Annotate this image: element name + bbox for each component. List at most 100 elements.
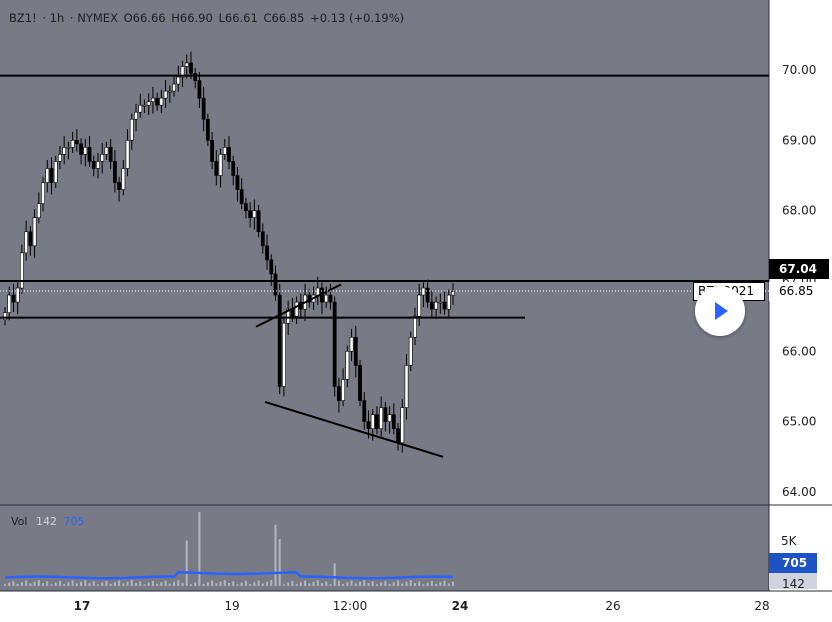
volume-bar — [80, 581, 83, 586]
candle — [189, 51, 193, 80]
candle — [41, 176, 45, 212]
candle-body — [252, 210, 257, 219]
interval-label[interactable]: 1h — [49, 11, 65, 25]
ohlc-high: H66.90 — [171, 11, 213, 25]
candle — [349, 328, 354, 362]
candle — [222, 138, 227, 161]
candle-body — [214, 161, 219, 176]
candle-body — [49, 168, 54, 183]
candle — [227, 136, 231, 170]
time-axis-background[interactable] — [0, 591, 832, 622]
candle — [404, 354, 409, 420]
candle — [442, 290, 447, 315]
candle-body — [193, 73, 198, 81]
candle — [193, 67, 198, 89]
volume-bar — [33, 581, 36, 586]
volume-bar — [75, 583, 78, 586]
candle — [341, 368, 346, 407]
candle — [210, 131, 214, 170]
candle — [151, 86, 155, 114]
volume-last-tag: 142 — [769, 573, 817, 589]
candle-body — [172, 83, 176, 92]
candle — [36, 192, 41, 224]
volume-bar — [359, 581, 362, 586]
candle — [336, 378, 341, 413]
candle — [3, 307, 7, 326]
candle-body — [96, 161, 100, 169]
candle — [256, 205, 261, 238]
candle-body — [265, 245, 269, 261]
candle — [32, 209, 37, 258]
volume-bar — [413, 583, 416, 586]
candle — [218, 148, 223, 188]
candle-body — [256, 210, 261, 233]
volume-bar — [130, 580, 133, 586]
candle — [239, 178, 244, 210]
candle-body — [41, 182, 45, 204]
candle — [282, 317, 286, 397]
volume-bar — [63, 583, 66, 586]
candle — [100, 143, 105, 174]
candle — [167, 85, 172, 104]
candle — [108, 138, 113, 170]
candle — [129, 113, 134, 151]
candle — [434, 296, 438, 319]
last-price-tag: 66.85 — [769, 282, 829, 301]
candle-body — [53, 161, 58, 183]
replay-play-button[interactable] — [695, 286, 745, 336]
volume-bar — [58, 580, 61, 586]
candle — [425, 279, 430, 308]
candle-body — [273, 273, 278, 296]
candle-body — [180, 66, 185, 78]
candle-body — [328, 294, 333, 303]
candle — [375, 406, 379, 435]
candle — [184, 54, 189, 79]
volume-bar — [342, 583, 345, 586]
candle — [408, 331, 413, 372]
volume-bar — [367, 583, 370, 586]
volume-bar — [50, 584, 53, 586]
candle-body — [400, 407, 405, 444]
volume-bar — [257, 580, 260, 586]
candle-body — [438, 301, 443, 304]
volume-bar — [422, 584, 425, 586]
volume-bar — [8, 582, 11, 586]
candle — [104, 141, 109, 161]
candle-body — [366, 421, 371, 429]
volume-bar — [418, 581, 421, 586]
candle-body — [66, 147, 71, 149]
volume-bar — [25, 580, 28, 586]
volume-bar — [109, 583, 112, 586]
price-axis-label: 68.00 — [782, 204, 816, 218]
candle-body — [91, 161, 96, 169]
drawings-group[interactable] — [0, 74, 769, 458]
candle-body — [197, 80, 202, 99]
candle-body — [413, 315, 417, 338]
volume-bar — [101, 582, 104, 586]
candle — [260, 223, 265, 254]
candle-body — [125, 140, 130, 169]
volume-bar — [189, 584, 192, 586]
volume-bar — [363, 580, 366, 586]
candle-body — [79, 143, 83, 155]
candle — [252, 199, 257, 230]
volume-bar — [308, 583, 311, 586]
candle-body — [121, 168, 126, 190]
volume-bar — [88, 583, 91, 586]
candle — [265, 234, 269, 270]
candle-body — [11, 294, 16, 303]
ohlc-close: C66.85 — [263, 11, 305, 25]
candle-body — [425, 287, 430, 303]
candle-body — [396, 428, 400, 444]
volume-value-1: 142 — [35, 515, 57, 528]
candle-body — [15, 287, 20, 303]
volume-bar — [46, 581, 49, 586]
volume-bar — [375, 584, 378, 586]
candle-body — [434, 301, 438, 310]
symbol-name[interactable]: BZ1! — [9, 11, 37, 25]
candle-body — [442, 301, 447, 310]
candle-body — [277, 294, 282, 387]
volume-bar — [4, 584, 6, 586]
candle-body — [117, 182, 122, 190]
